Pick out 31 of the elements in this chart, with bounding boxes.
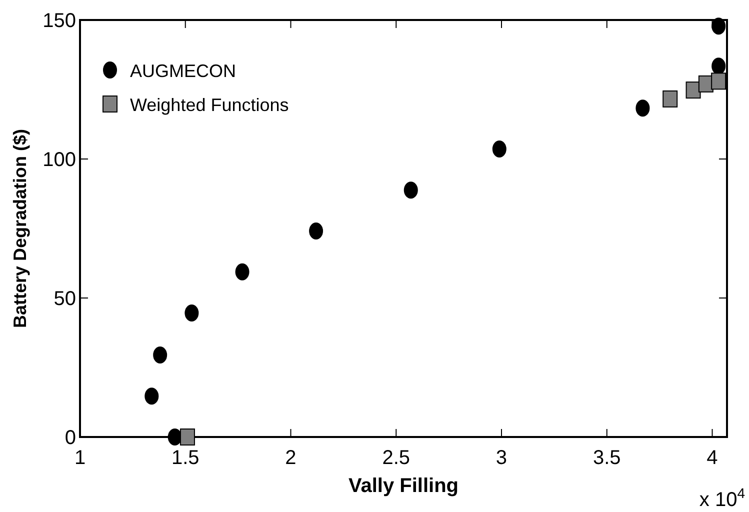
point [153,346,168,364]
point [180,428,195,446]
point [711,72,726,90]
legend-label: Weighted Functions [130,95,289,115]
x-tick-label: 1 [74,447,86,469]
y-tick-label: 100 [42,149,76,171]
point [309,222,324,240]
point [712,18,726,35]
x-tick-label: 2.5 [382,447,410,469]
point [712,58,726,75]
point [636,100,650,117]
point [184,304,199,322]
point [404,182,418,199]
y-tick-label: 50 [54,288,76,310]
point [144,388,159,405]
x-tick-label: 3 [496,447,508,469]
y-axis-title: Battery Degradation ($) [10,128,30,328]
point [686,82,701,99]
legend-label: AUGMECON [130,61,236,81]
x-tick-label: 4 [706,447,718,469]
point [492,140,506,158]
text: x 10$^{4}$ [699,485,746,511]
x-tick-label: 2 [285,447,296,469]
x-axis-title: Vally Filling [348,475,459,497]
y-tick-label: 0 [64,427,76,449]
x-tick-label: 1.5 [171,447,200,469]
x-tick-label: 3.5 [592,447,621,469]
point [662,90,678,108]
point [235,263,250,280]
point [168,428,182,446]
y-tick-label: 150 [42,10,76,32]
